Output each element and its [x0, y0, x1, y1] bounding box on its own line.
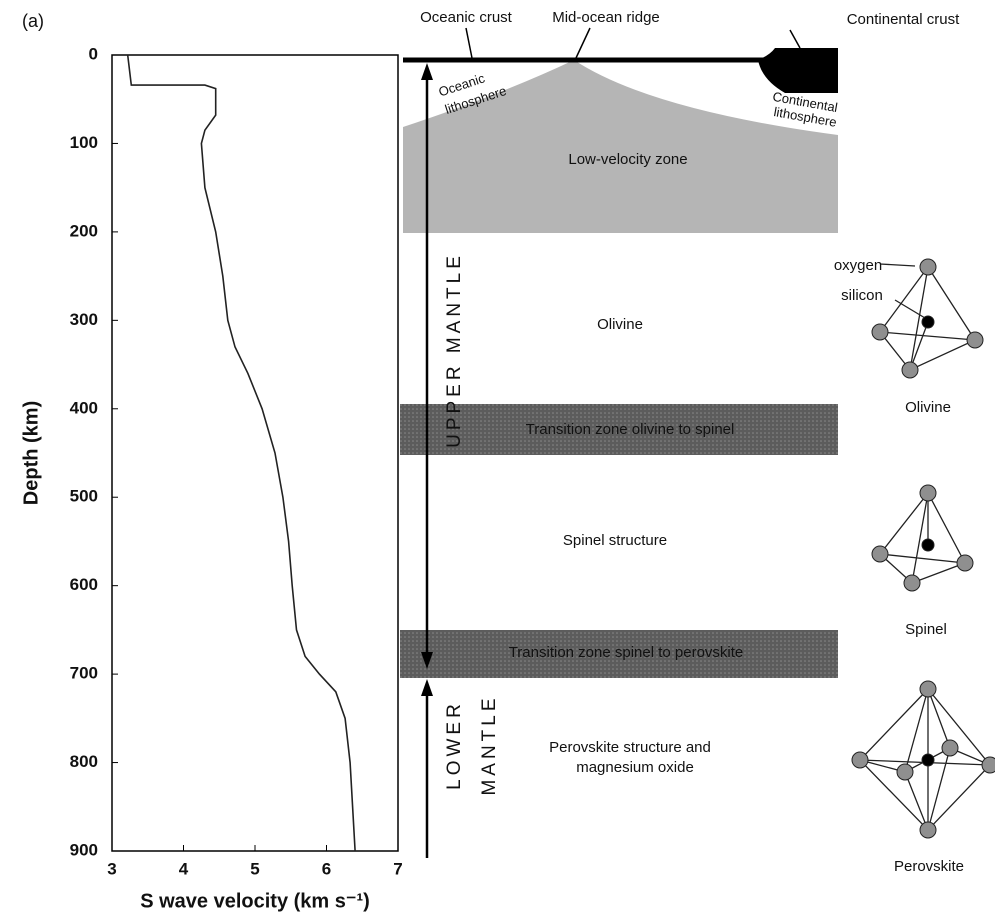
x-tick-label: 7	[393, 859, 402, 878]
x-tick-label: 5	[250, 859, 259, 878]
label: Low-velocity zone	[568, 151, 687, 168]
label: oxygen	[834, 257, 882, 274]
label: silicon	[841, 287, 883, 304]
y-tick-label: 800	[70, 752, 98, 771]
label: Perovskite structure and	[549, 739, 711, 756]
x-tick-label: 6	[322, 859, 331, 878]
y-tick-label: 0	[89, 44, 98, 63]
leader-line	[466, 28, 472, 58]
label: Spinel structure	[563, 532, 667, 549]
arrow-head	[421, 679, 433, 696]
plot-frame	[112, 55, 398, 851]
label: LOWER	[444, 700, 465, 790]
y-tick-label: 600	[70, 575, 98, 594]
x-tick-label: 3	[107, 859, 116, 878]
page: (a) Oceanic crust Mid-ocean ridge Contin…	[0, 0, 995, 919]
y-tick-label: 700	[70, 664, 98, 683]
y-tick-label: 200	[70, 221, 98, 240]
label: Continental crust	[847, 11, 960, 28]
label: Oceanic crust	[420, 9, 513, 26]
panel-label: (a)	[22, 11, 44, 31]
label: Mid-ocean ridge	[552, 9, 660, 26]
leader-line	[790, 30, 800, 48]
y-axis-label: Depth (km)	[20, 401, 42, 505]
label: MANTLE	[479, 694, 500, 795]
x-tick-label: 4	[179, 859, 189, 878]
label: Olivine	[597, 316, 643, 333]
y-tick-label: 500	[70, 487, 98, 506]
label: Spinel	[905, 621, 947, 638]
continental-crust-shape	[758, 48, 838, 93]
y-tick-label: 400	[70, 398, 98, 417]
figure: (a) Oceanic crust Mid-ocean ridge Contin…	[0, 0, 995, 919]
velocity-profile	[128, 55, 355, 851]
label: Transition zone spinel to perovskite	[509, 644, 744, 661]
label: Olivine	[905, 399, 951, 416]
label: magnesium oxide	[576, 759, 694, 776]
leader-line	[576, 28, 590, 58]
atoms	[852, 259, 995, 838]
y-tick-label: 900	[70, 840, 98, 859]
y-tick-label: 300	[70, 310, 98, 329]
label: Perovskite	[894, 858, 964, 875]
label: Transition zone olivine to spinel	[526, 421, 735, 438]
label: UPPER MANTLE	[444, 252, 465, 448]
y-tick-label: 100	[70, 133, 98, 152]
x-axis-label: S wave velocity (km s⁻¹)	[140, 890, 370, 912]
